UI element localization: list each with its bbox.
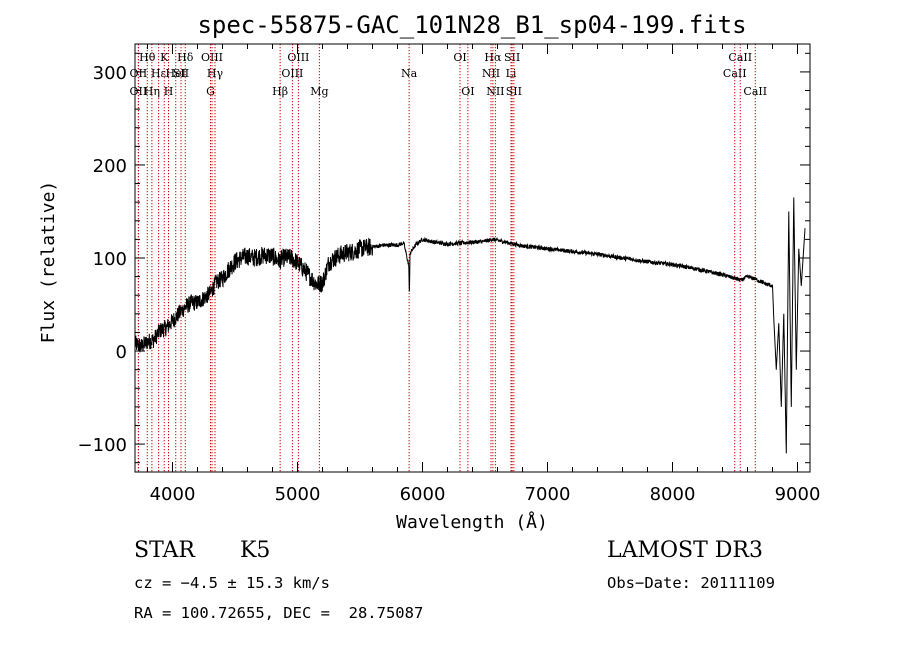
tick-labels: 4000 5000 6000 7000 8000 9000 −100 0 100 200 300 (78, 63, 821, 505)
spectral-line-label: K (160, 51, 169, 64)
chart-axes (134, 43, 811, 473)
x-tick-label: 8000 (650, 484, 696, 505)
observation-date: Obs−Date: 20111109 (607, 574, 775, 592)
spectrum-line (134, 197, 806, 454)
object-subclass: K5 (240, 538, 271, 563)
spectral-line-label: Li (506, 67, 517, 80)
y-tick-label: −100 (78, 435, 127, 456)
spectral-line-label: OI (461, 85, 474, 98)
spectral-line-label: Hε (151, 67, 167, 80)
spectral-line-label: Hδ (177, 51, 194, 64)
spectral-line-label: CaII (743, 85, 767, 98)
spectral-line-label: NII (486, 85, 504, 98)
y-tick-label: 200 (93, 156, 127, 177)
spectral-line-label: Hα (484, 51, 502, 64)
x-tick-label: 6000 (400, 484, 446, 505)
spectral-line-label: Hη (144, 85, 160, 98)
spectral-line-label: OIII (287, 51, 309, 64)
spectral-line-label: SII (173, 67, 189, 80)
spectral-line-label: Mg (310, 85, 328, 98)
spectral-line-label: CaII (723, 67, 747, 80)
survey-name: LAMOST DR3 (607, 538, 763, 563)
x-tick-label: 9000 (775, 484, 821, 505)
spectral-line-label: CaII (728, 51, 752, 64)
spectral-line-label: SII (506, 85, 522, 98)
spectral-line-label: Hβ (272, 85, 288, 98)
spectral-line-label: OII (130, 85, 148, 98)
spectral-line-label: OIII (281, 67, 303, 80)
spectral-line-label: SII (504, 51, 520, 64)
x-tick-label: 7000 (525, 484, 571, 505)
spectral-line-label: Hγ (207, 67, 224, 80)
spectral-line-label: NII (482, 67, 500, 80)
object-class: STAR (134, 538, 195, 563)
y-tick-label: 300 (93, 63, 127, 84)
redshift-velocity: cz = −4.5 ± 15.3 km/s (134, 574, 330, 592)
chart-title: spec-55875-GAC_101N28_B1_sp04-199.fits (197, 11, 746, 39)
y-axis-label: Flux (relative) (38, 181, 59, 344)
x-tick-label: 5000 (275, 484, 321, 505)
spectral-line-label: Hθ (139, 51, 156, 64)
spectrum-series (134, 197, 806, 454)
spectral-line-label: G (206, 85, 215, 98)
spectral-line-label: OIII (201, 51, 223, 64)
spectral-line-label: HeI (166, 67, 186, 80)
spectral-line-label: OI (453, 51, 466, 64)
spectral-line-label: H (164, 85, 174, 98)
x-tick-label: 4000 (150, 484, 196, 505)
spectral-line-label: OII (130, 67, 148, 80)
x-axis-label: Wavelength (Å) (396, 511, 548, 533)
y-tick-label: 0 (116, 342, 127, 363)
y-tick-label: 100 (93, 249, 127, 270)
spectral-line-label: Na (401, 67, 418, 80)
ra-dec-coordinates: RA = 100.72655, DEC = 28.75087 (134, 604, 424, 622)
